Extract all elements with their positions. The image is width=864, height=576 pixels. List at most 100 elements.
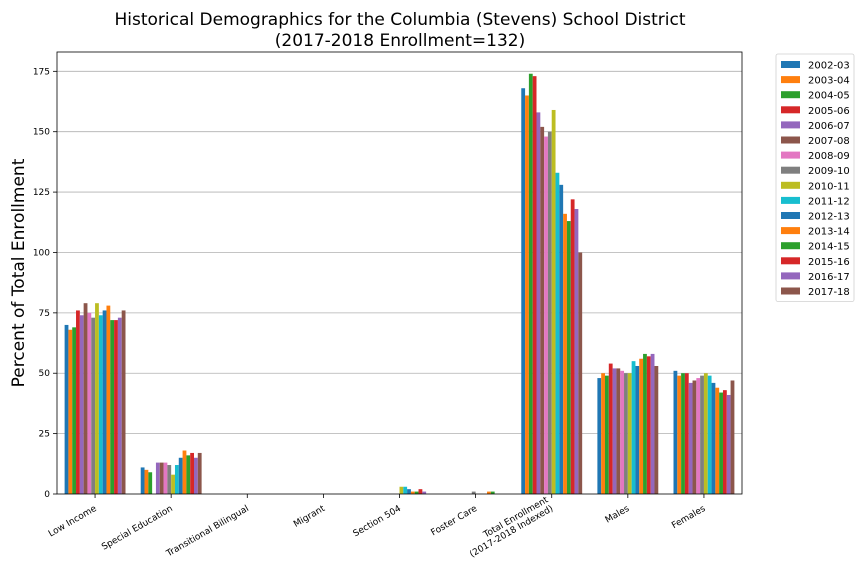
bar (528, 73, 533, 494)
bar (578, 252, 583, 494)
bar (639, 358, 644, 494)
legend: 2002-03 2003-04 2004-05 2005-06 2006-07 2007-… (775, 53, 855, 303)
bar (700, 375, 704, 494)
bar (487, 491, 491, 494)
legend-swatch (781, 272, 800, 280)
legend-swatch (781, 212, 800, 219)
bar (72, 327, 77, 494)
bar (414, 491, 419, 494)
legend-label: 2013-14 (808, 227, 850, 238)
x-tick-label: Section 504 (352, 504, 404, 540)
y-ticks: 0 25 50 75 100 125 150 175 (33, 67, 57, 500)
bar (620, 370, 625, 494)
legend-label: 2010-11 (808, 181, 850, 192)
x-ticks: Low Income Special EducationTransitional … (47, 494, 708, 560)
bar (190, 452, 194, 494)
bar (574, 208, 579, 494)
bar (117, 317, 122, 494)
bar (79, 315, 84, 494)
legend-label: 2002-03 (808, 61, 850, 72)
bar (540, 126, 545, 494)
bar (144, 469, 149, 494)
legend-label: 2011-12 (808, 196, 850, 207)
y-tick-label: 0 (44, 490, 50, 500)
bar (711, 382, 716, 494)
legend-swatch (781, 257, 800, 265)
x-tick-label: Males (604, 504, 632, 526)
bar (616, 368, 621, 494)
bar (707, 375, 712, 494)
legend-label: 2014-15 (808, 242, 850, 253)
bar (726, 394, 731, 494)
bar (490, 491, 495, 494)
bar (692, 380, 697, 494)
y-tick-label: 25 (39, 430, 50, 440)
legend-swatch (781, 181, 800, 189)
bar (715, 387, 720, 494)
legend-label: 2004-05 (808, 91, 850, 102)
legend-label: 2007-08 (808, 136, 850, 147)
bar (410, 491, 415, 494)
bar (106, 305, 111, 494)
bar (547, 131, 552, 494)
legend-label: 2017-18 (808, 287, 850, 298)
bar (182, 450, 187, 494)
bar (76, 310, 80, 494)
legend-swatch (781, 61, 800, 68)
legend-swatch (781, 151, 800, 159)
bar (730, 380, 735, 494)
bar (673, 370, 678, 494)
y-tick-label: 50 (39, 369, 51, 379)
bar (532, 76, 537, 494)
legend-swatch (781, 196, 800, 204)
bar (114, 320, 118, 494)
bar (654, 365, 659, 494)
legend-swatch (781, 287, 800, 295)
chart-subtitle: (2017-2018 Enrollment=132) (275, 31, 525, 51)
y-axis-label: Percent of Total Enrollment (9, 158, 29, 387)
bar (624, 373, 628, 494)
bar (608, 363, 613, 494)
bar (551, 109, 556, 494)
bar (110, 320, 115, 494)
bar (155, 462, 160, 494)
bar (635, 365, 640, 494)
bar (68, 329, 73, 494)
bar (121, 310, 126, 494)
bar (681, 373, 685, 494)
bar (719, 392, 723, 494)
bar (555, 172, 560, 495)
bar (178, 457, 183, 494)
bar (631, 361, 636, 494)
x-tick-label: Females (670, 504, 708, 531)
x-tick-label: Migrant (292, 504, 327, 530)
legend-swatch (781, 242, 800, 250)
bar (563, 213, 567, 494)
x-tick-label: Special Education (100, 504, 174, 553)
bars-group (64, 73, 735, 495)
bar (64, 324, 69, 494)
bar (650, 353, 655, 494)
bar (677, 375, 682, 494)
bar (407, 489, 411, 494)
gridlines (57, 70, 742, 435)
bar (194, 457, 198, 494)
legend-swatch (781, 106, 800, 114)
bar (418, 489, 423, 494)
bar (91, 317, 96, 494)
x-tick-label: Low Income (47, 504, 99, 540)
y-tick-label: 150 (33, 128, 50, 138)
bar (521, 88, 526, 495)
bar (159, 462, 164, 494)
legend-swatch (781, 227, 800, 235)
legend-label: 2012-13 (808, 212, 850, 223)
bar (605, 375, 609, 494)
x-tick-label: Total Enrollment(2017-2018 Indexed) (463, 495, 555, 560)
x-tick-label: Transitional Bilingual (164, 504, 251, 560)
y-tick-label: 125 (33, 188, 50, 198)
bar (87, 312, 92, 494)
legend-label: 2015-16 (808, 257, 850, 268)
bar (643, 353, 647, 494)
bar (197, 452, 202, 494)
legend-label: 2009-10 (808, 166, 850, 177)
